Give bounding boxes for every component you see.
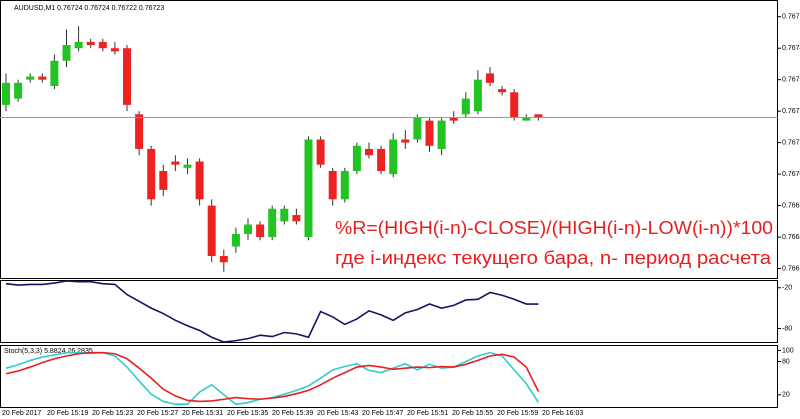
y-tick-label: 0.76755: [782, 14, 800, 21]
candle-body: [534, 114, 543, 118]
candle-body: [413, 117, 422, 140]
x-tick-label: 20 Feb 15:31: [182, 410, 223, 417]
y-tick-label: 0.76715: [782, 139, 800, 146]
candle-body: [207, 205, 216, 256]
candle-body: [498, 89, 507, 93]
candle-body: [316, 139, 325, 165]
candle-body: [123, 48, 131, 105]
candle-body: [280, 208, 289, 222]
wpr-panel: [0, 280, 778, 343]
candle-body: [14, 82, 23, 99]
y-tick-label: 0.76705: [782, 171, 800, 178]
y-tick-label: 0.76695: [782, 202, 800, 209]
candle-body: [401, 139, 410, 143]
candle-body: [159, 170, 168, 190]
candle-body: [219, 255, 228, 263]
x-tick-label: 20 Feb 15:55: [452, 410, 493, 417]
x-tick-label: 20 Feb 2017: [2, 410, 41, 417]
candle-body: [26, 76, 35, 80]
y-tick-label: 20: [782, 392, 790, 399]
x-tick-label: 20 Feb 15:27: [137, 410, 178, 417]
y-tick-label: 0.76735: [782, 77, 800, 84]
y-tick-label: 0.76745: [782, 45, 800, 52]
candle-body: [38, 76, 47, 80]
candle-body: [328, 170, 337, 200]
main-panel: [0, 0, 778, 279]
candle-body: [74, 41, 83, 49]
x-tick-label: 20 Feb 15:19: [47, 410, 88, 417]
candle-body: [98, 41, 107, 49]
candle-body: [377, 148, 386, 171]
candle-body: [304, 139, 313, 238]
y-tick-label: 0.76675: [782, 265, 800, 272]
x-tick-label: 20 Feb 15:39: [272, 410, 313, 417]
formula: %R=(HIGH(i-n)-CLOSE)/(HIGH(i-n)-LOW(i-n)…: [335, 218, 773, 238]
candle-body: [522, 117, 531, 121]
candle-body: [171, 161, 180, 165]
stoch-title: Stoch(5,3,3) 5.8824 26.2835: [4, 348, 93, 355]
x-tick-label: 20 Feb 16:03: [542, 410, 583, 417]
y-tick-label: 0.76685: [782, 234, 800, 241]
candle-body: [389, 139, 398, 175]
y-tick-label: 0.76725: [782, 108, 800, 115]
x-tick-label: 20 Feb 15:51: [407, 410, 448, 417]
candle-body: [62, 45, 71, 61]
candle-body: [292, 215, 301, 222]
candle-body: [147, 148, 156, 200]
candle-body: [425, 120, 434, 146]
y-tick-label: -20: [782, 285, 792, 292]
y-tick-label: -80: [782, 325, 792, 332]
candle-body: [135, 114, 144, 149]
indicator-line: [5, 280, 539, 343]
chart-title: AUDUSD,M1 0.76724 0.76724 0.76722 0.7672…: [14, 5, 164, 12]
candle-body: [486, 73, 494, 83]
candle-body: [256, 224, 265, 238]
candle-body: [110, 48, 119, 52]
candle-body: [195, 161, 204, 200]
x-tick-label: 20 Feb 15:43: [317, 410, 358, 417]
stoch-panel: [0, 345, 778, 408]
indicator-line: [5, 351, 540, 403]
candle-body: [268, 208, 277, 238]
candle-body: [437, 120, 446, 149]
candle-body: [365, 148, 373, 156]
candle-body: [2, 82, 10, 105]
candle-body: [340, 170, 349, 200]
candle-body: [50, 60, 59, 86]
candle-body: [183, 164, 192, 168]
x-tick-label: 20 Feb 15:47: [362, 410, 403, 417]
candle-body: [461, 98, 470, 115]
candle-body: [231, 233, 240, 247]
formula-note: где i-индекс текущего бара, n- период ра…: [335, 248, 772, 268]
candle-body: [510, 92, 519, 118]
x-tick-label: 20 Feb 15:59: [497, 410, 538, 417]
y-tick-label: 100: [782, 347, 794, 354]
candle-body: [449, 117, 458, 121]
x-tick-label: 20 Feb 15:23: [92, 410, 133, 417]
x-tick-label: 20 Feb 15:35: [227, 410, 268, 417]
candle-body: [352, 145, 361, 171]
candle-body: [86, 41, 95, 46]
candle-body: [244, 224, 252, 234]
y-tick-label: 80: [782, 358, 790, 365]
candle-body: [473, 79, 482, 112]
